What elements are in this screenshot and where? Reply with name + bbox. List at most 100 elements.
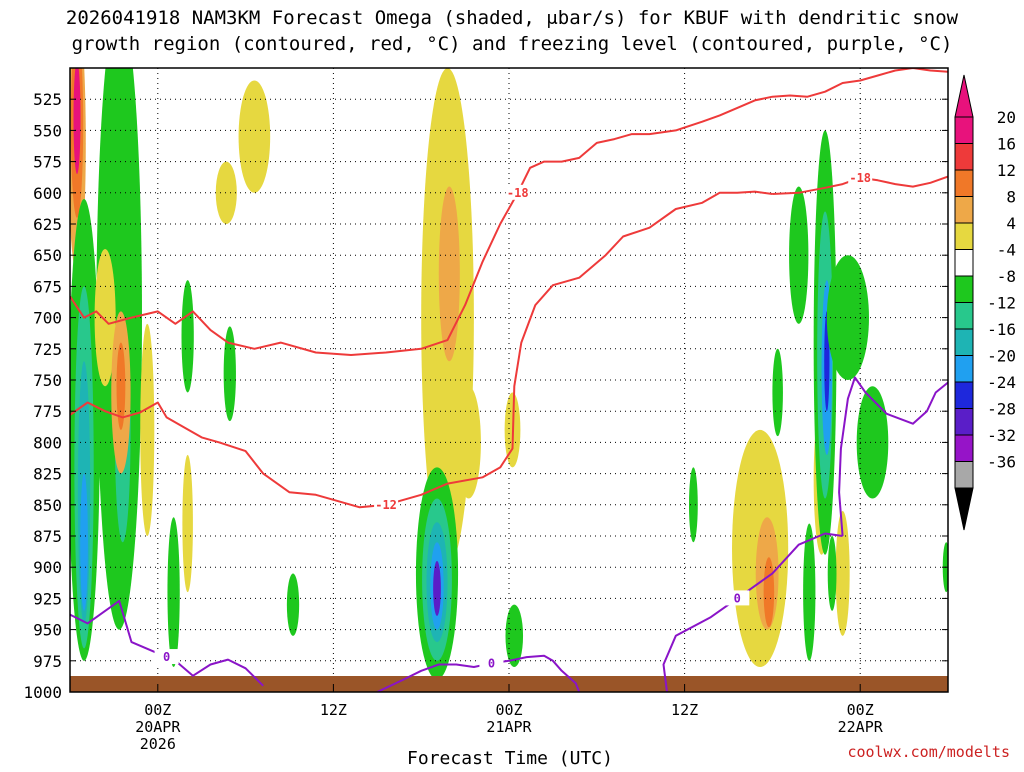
x-axis-label: Forecast Time (UTC) — [407, 748, 613, 768]
red-contour-label: -18 — [507, 186, 529, 200]
freezing-level-contours: 0 0 0 — [70, 376, 948, 692]
colorbar-swatch — [954, 249, 974, 277]
colorbar-label: -4 — [997, 241, 1016, 260]
omega-blob — [505, 604, 524, 668]
red-contour — [70, 190, 773, 509]
omega-blob — [80, 473, 88, 611]
omega-blob — [116, 342, 126, 430]
omega-blob — [789, 186, 809, 324]
colorbar-swatch — [954, 143, 974, 171]
chart-title-line-1: 2026041918 NAM3KM Forecast Omega (shaded… — [66, 7, 959, 29]
red-contour-label-bg — [505, 184, 530, 200]
colorbar-label: -12 — [987, 294, 1016, 313]
y-tick-label: 675 — [33, 277, 62, 296]
omega-blob — [835, 511, 850, 636]
dendritic-growth-contours: -18 -18 -12 — [70, 68, 948, 512]
x-tick-label: 00Z — [847, 701, 874, 719]
credit-link[interactable]: coolwx.com/modelts — [847, 743, 1010, 761]
x-tick-label: 12Z — [320, 701, 347, 719]
colorbar-label: -8 — [997, 267, 1016, 286]
red-contour-label: -12 — [375, 498, 397, 512]
y-tick-label: 700 — [33, 309, 62, 328]
colorbar-swatch — [954, 328, 974, 356]
y-tick-label: 975 — [33, 652, 62, 671]
red-contour-label-bg — [848, 169, 873, 185]
colorbar-label: -20 — [987, 347, 1016, 366]
colorbar-label: 4 — [1006, 214, 1016, 233]
colorbar-swatch — [954, 408, 974, 436]
y-tick-label: 775 — [33, 402, 62, 421]
x-tick-label: 22APR — [838, 718, 884, 736]
omega-blob — [223, 326, 236, 422]
y-tick-label: 575 — [33, 153, 62, 172]
colorbar-label: -36 — [987, 453, 1016, 472]
colorbar-swatch — [954, 169, 974, 197]
x-tick-label: 20APR — [135, 718, 181, 736]
omega-blob — [856, 386, 889, 499]
colorbar-swatch — [954, 222, 974, 250]
colorbar-label: -24 — [987, 373, 1016, 392]
omega-blob — [286, 573, 300, 636]
purple-contour-label-bg — [479, 655, 504, 671]
colorbar-swatch — [954, 434, 974, 462]
omega-blob — [238, 80, 271, 193]
y-tick-label: 600 — [33, 184, 62, 203]
x-tick-label: 12Z — [671, 701, 698, 719]
y-tick-label: 875 — [33, 527, 62, 546]
purple-contour-label-bg — [725, 590, 750, 606]
colorbar-label: -28 — [987, 400, 1016, 419]
x-tick-label: 2026 — [140, 735, 176, 753]
colorbar-label: 16 — [997, 135, 1016, 154]
colorbar-label: -32 — [987, 426, 1016, 445]
x-tick-label: 21APR — [486, 718, 532, 736]
y-axis: 525 550 575 600 625 650 675 700 725 750 775 800 825 8… — [23, 90, 948, 702]
colorbar: 20 16 12 8 4 -4 -8 -12 -16 -20 -24 -28 -32 -36 — [954, 74, 1016, 531]
y-tick-label: 800 — [33, 433, 62, 452]
red-contour-label: -18 — [849, 171, 871, 185]
x-tick-label: 00Z — [495, 701, 522, 719]
omega-blob — [772, 348, 783, 437]
y-tick-label: 550 — [33, 121, 62, 140]
purple-contour-label: 0 — [488, 656, 495, 670]
red-contour — [70, 68, 948, 356]
colorbar-top-arrow — [954, 74, 974, 118]
y-tick-label: 725 — [33, 340, 62, 359]
red-contour-label-bg — [374, 496, 399, 512]
y-tick-label: 850 — [33, 496, 62, 515]
omega-blob — [140, 323, 155, 536]
x-tick-label: 00Z — [144, 701, 171, 719]
omega-blob — [181, 280, 194, 393]
purple-contour — [838, 376, 948, 537]
colorbar-label: 20 — [997, 108, 1016, 127]
purple-contour-label: 0 — [163, 650, 170, 664]
chart-title-line-2: growth region (contoured, red, °C) and f… — [72, 33, 953, 55]
colorbar-swatch — [954, 116, 974, 144]
omega-blob — [167, 517, 180, 668]
omega-blob — [826, 255, 869, 380]
purple-contour-label-bg — [154, 649, 179, 665]
colorbar-swatch — [954, 381, 974, 409]
purple-contour-label: 0 — [734, 591, 741, 605]
colorbar-label: 8 — [1006, 188, 1016, 207]
omega-blob — [827, 536, 837, 611]
colorbar-swatch — [954, 461, 974, 489]
omega-blob — [433, 560, 441, 616]
omega-blob — [688, 467, 698, 543]
colorbar-swatch — [954, 355, 974, 383]
colorbar-swatch — [954, 275, 974, 303]
colorbar-swatch — [954, 196, 974, 224]
colorbar-label: -16 — [987, 320, 1016, 339]
y-tick-label: 825 — [33, 465, 62, 484]
y-tick-label: 950 — [33, 621, 62, 640]
y-tick-label: 1000 — [23, 683, 62, 702]
colorbar-bottom-arrow — [954, 487, 974, 531]
omega-blob — [73, 68, 81, 175]
y-tick-label: 650 — [33, 246, 62, 265]
omega-blob — [438, 186, 460, 362]
grid-lines — [70, 68, 948, 692]
y-tick-label: 900 — [33, 558, 62, 577]
y-tick-label: 525 — [33, 90, 62, 109]
